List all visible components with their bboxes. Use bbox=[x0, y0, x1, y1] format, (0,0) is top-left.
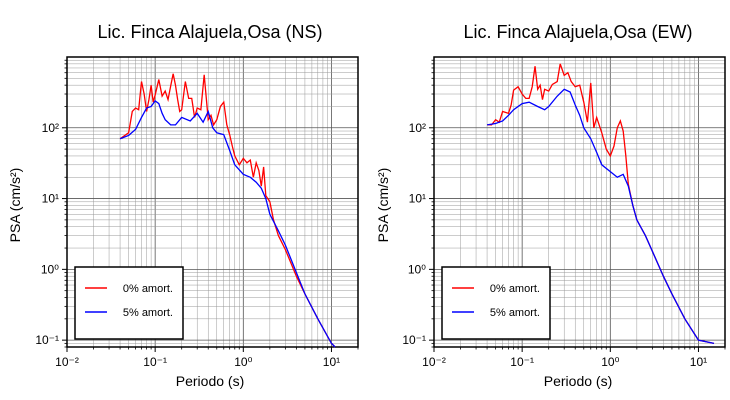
y-tick-label: 10¹ bbox=[42, 192, 59, 206]
y-tick-label: 10⁰ bbox=[41, 262, 59, 276]
series-line-0pct bbox=[119, 73, 336, 348]
x-tick-label: 10¹ bbox=[690, 355, 707, 369]
series-line-5pct bbox=[119, 99, 336, 348]
chart-panel-ns: Lic. Finca Alajuela,Osa (NS) PSA (cm/s²)… bbox=[7, 22, 359, 389]
y-tick-label: 10¹ bbox=[409, 192, 426, 206]
series-line-5pct bbox=[486, 88, 715, 345]
legend-label: 0% amort. bbox=[123, 283, 173, 295]
legend-label: 5% amort. bbox=[490, 307, 540, 319]
chart-title: Lic. Finca Alajuela,Osa (NS) bbox=[97, 22, 322, 42]
x-tick-label: 10⁻¹ bbox=[510, 355, 534, 369]
y-tick-label: 10⁻¹ bbox=[402, 333, 426, 347]
legend-box bbox=[441, 266, 551, 340]
legend: 0% amort. 5% amort. bbox=[74, 266, 184, 340]
chart-title: Lic. Finca Alajuela,Osa (EW) bbox=[463, 22, 692, 42]
legend-label: 5% amort. bbox=[123, 307, 173, 319]
x-tick-label: 10⁻² bbox=[55, 355, 79, 369]
chart-panel-ew: Lic. Finca Alajuela,Osa (EW) PSA (cm/s²)… bbox=[375, 22, 726, 389]
y-axis-label: PSA (cm/s²) bbox=[7, 168, 23, 243]
y-tick-label: 10⁻¹ bbox=[35, 333, 59, 347]
x-tick-label: 10⁻² bbox=[422, 355, 446, 369]
y-tick-label: 10⁰ bbox=[408, 262, 426, 276]
x-tick-label: 10¹ bbox=[323, 355, 340, 369]
x-tick-label: 10⁰ bbox=[601, 355, 619, 369]
legend-box bbox=[74, 266, 184, 340]
legend: 0% amort. 5% amort. bbox=[441, 266, 551, 340]
legend-label: 0% amort. bbox=[490, 283, 540, 295]
x-tick-label: 10⁰ bbox=[234, 355, 252, 369]
grid bbox=[66, 57, 359, 348]
y-axis-label: PSA (cm/s²) bbox=[375, 168, 391, 243]
x-axis-label: Periodo (s) bbox=[544, 373, 612, 389]
x-tick-label: 10⁻¹ bbox=[143, 355, 167, 369]
y-tick-label: 10² bbox=[409, 121, 426, 135]
x-axis-label: Periodo (s) bbox=[176, 373, 244, 389]
y-tick-label: 10² bbox=[42, 121, 59, 135]
